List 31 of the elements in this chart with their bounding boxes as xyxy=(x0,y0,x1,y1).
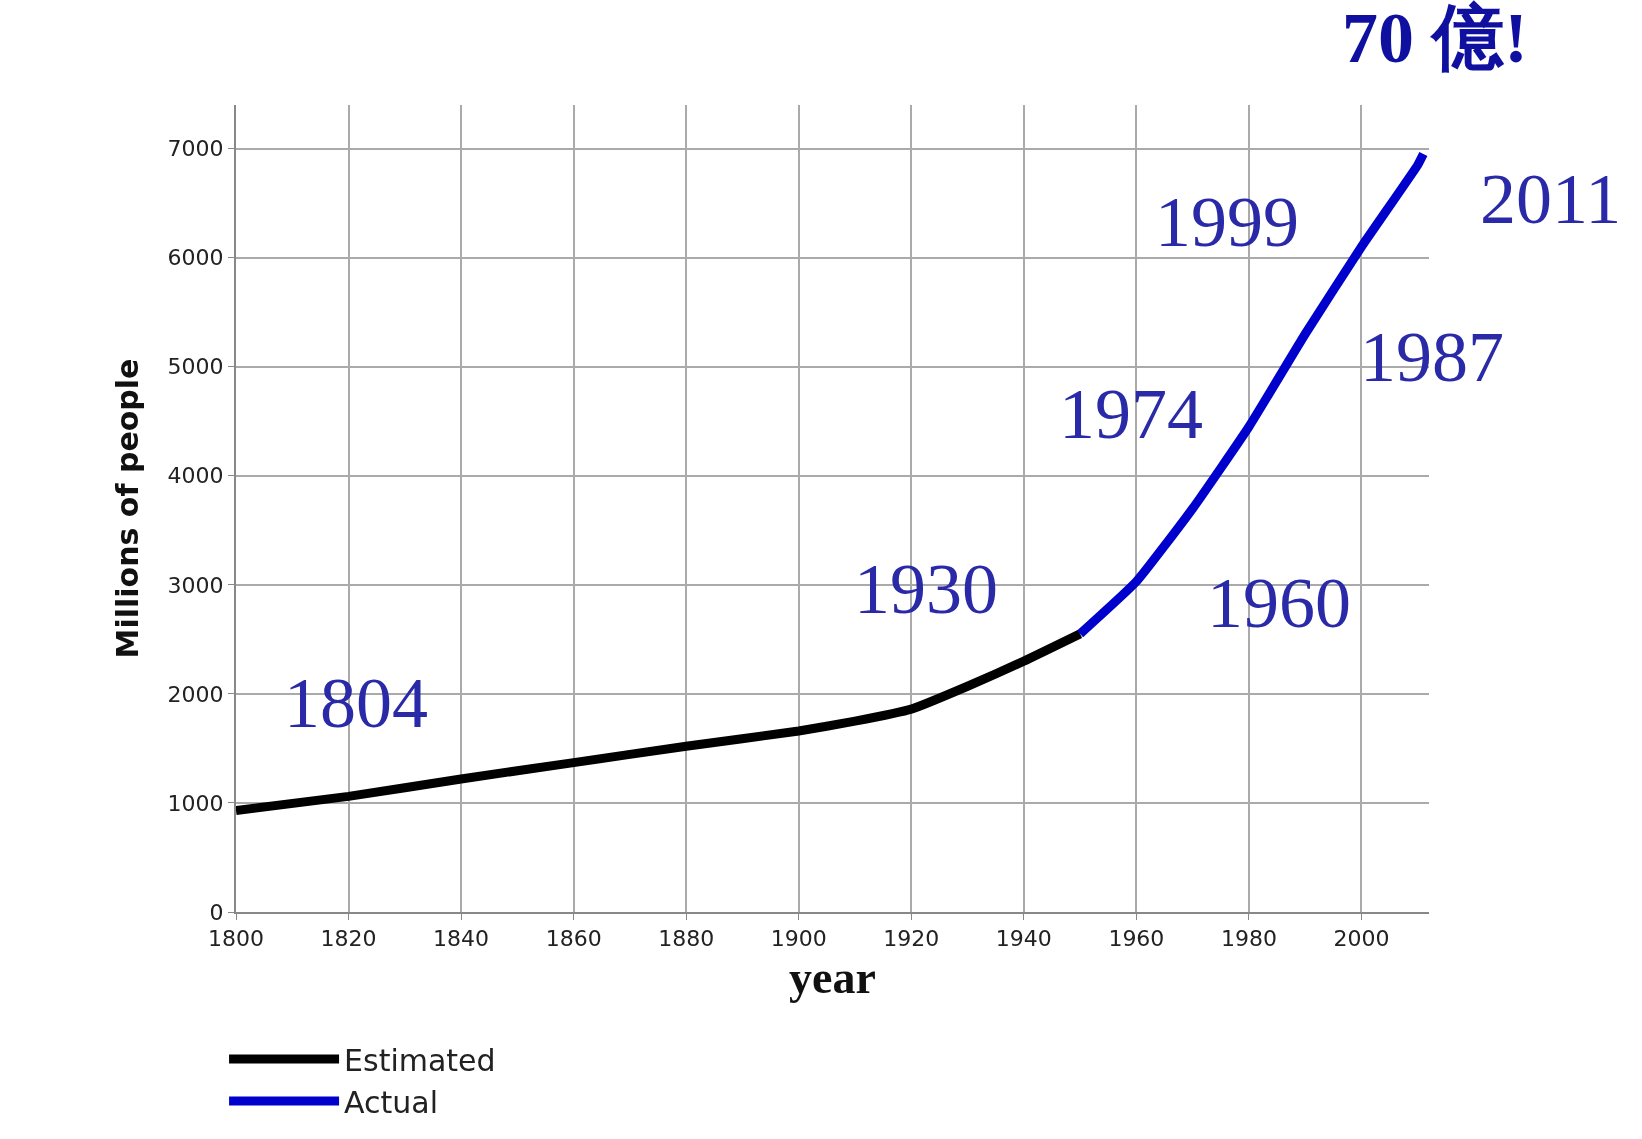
x-tick-label: 1980 xyxy=(1220,926,1277,952)
x-tick-label: 2000 xyxy=(1333,926,1390,952)
x-tick-label: 1860 xyxy=(545,926,602,952)
y-tick-label: 1000 xyxy=(167,790,224,816)
y-tick-label: 4000 xyxy=(167,463,224,489)
x-tick-label: 1940 xyxy=(995,926,1052,952)
x-tick-label: 1960 xyxy=(1108,926,1165,952)
x-axis-title: year xyxy=(789,951,876,1003)
legend-label: Actual xyxy=(344,1084,439,1120)
x-tick-label: 1820 xyxy=(320,926,377,952)
y-tick-label: 7000 xyxy=(167,136,224,162)
x-tick-label: 1840 xyxy=(433,926,490,952)
y-tick-label: 2000 xyxy=(167,681,224,707)
annotation: 1999 xyxy=(1155,182,1299,262)
y-tick-label: 5000 xyxy=(167,354,224,380)
annotation: 1974 xyxy=(1059,374,1203,454)
y-axis-title: Millions of people xyxy=(110,358,146,659)
x-tick-label: 1800 xyxy=(208,926,264,952)
legend-label: Estimated xyxy=(344,1042,496,1078)
y-tick-label: 0 xyxy=(209,899,224,925)
x-tick-label: 1880 xyxy=(658,926,715,952)
annotation: 1960 xyxy=(1207,563,1351,643)
x-tick-label: 1900 xyxy=(770,926,827,952)
y-tick-label: 3000 xyxy=(167,572,224,598)
text: 2011 xyxy=(1480,159,1622,239)
annotation: 1804 xyxy=(284,663,428,743)
chart-title: 70 億! xyxy=(1342,0,1529,78)
y-tick-label: 6000 xyxy=(167,245,224,271)
annotation: 1930 xyxy=(854,549,998,629)
x-tick-label: 1920 xyxy=(883,926,940,952)
annotation: 1987 xyxy=(1360,317,1504,397)
